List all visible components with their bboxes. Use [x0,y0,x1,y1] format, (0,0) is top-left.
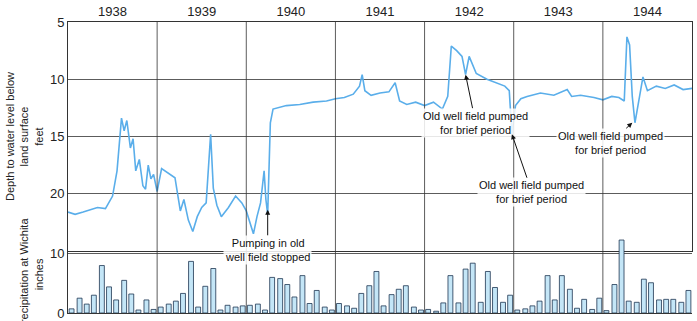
svg-text:1939: 1939 [187,4,216,19]
svg-text:1940: 1940 [276,4,305,19]
svg-text:Old well field pumpedfor brief: Old well field pumpedfor brief period [479,179,584,205]
svg-text:1942: 1942 [455,4,484,19]
svg-text:10: 10 [50,72,64,87]
svg-text:15: 15 [50,129,64,144]
svg-text:1938: 1938 [98,4,127,19]
svg-text:Old well field pumpedfor brief: Old well field pumpedfor brief period [423,110,528,136]
svg-text:5: 5 [57,15,64,30]
svg-text:1944: 1944 [633,4,662,19]
svg-text:0: 0 [57,306,64,321]
svg-text:1941: 1941 [366,4,395,19]
svg-text:Pumping in oldwell field stopp: Pumping in oldwell field stopped [225,237,310,263]
svg-text:1943: 1943 [544,4,573,19]
svg-text:Precipitation at Wichitainches: Precipitation at Wichitainches [18,218,44,321]
svg-text:Depth to water level belowland: Depth to water level belowland surfacefe… [4,72,45,201]
svg-text:20: 20 [50,186,64,201]
svg-text:10: 10 [50,246,64,261]
svg-text:Old well field pumpedfor brief: Old well field pumpedfor brief period [558,130,663,156]
